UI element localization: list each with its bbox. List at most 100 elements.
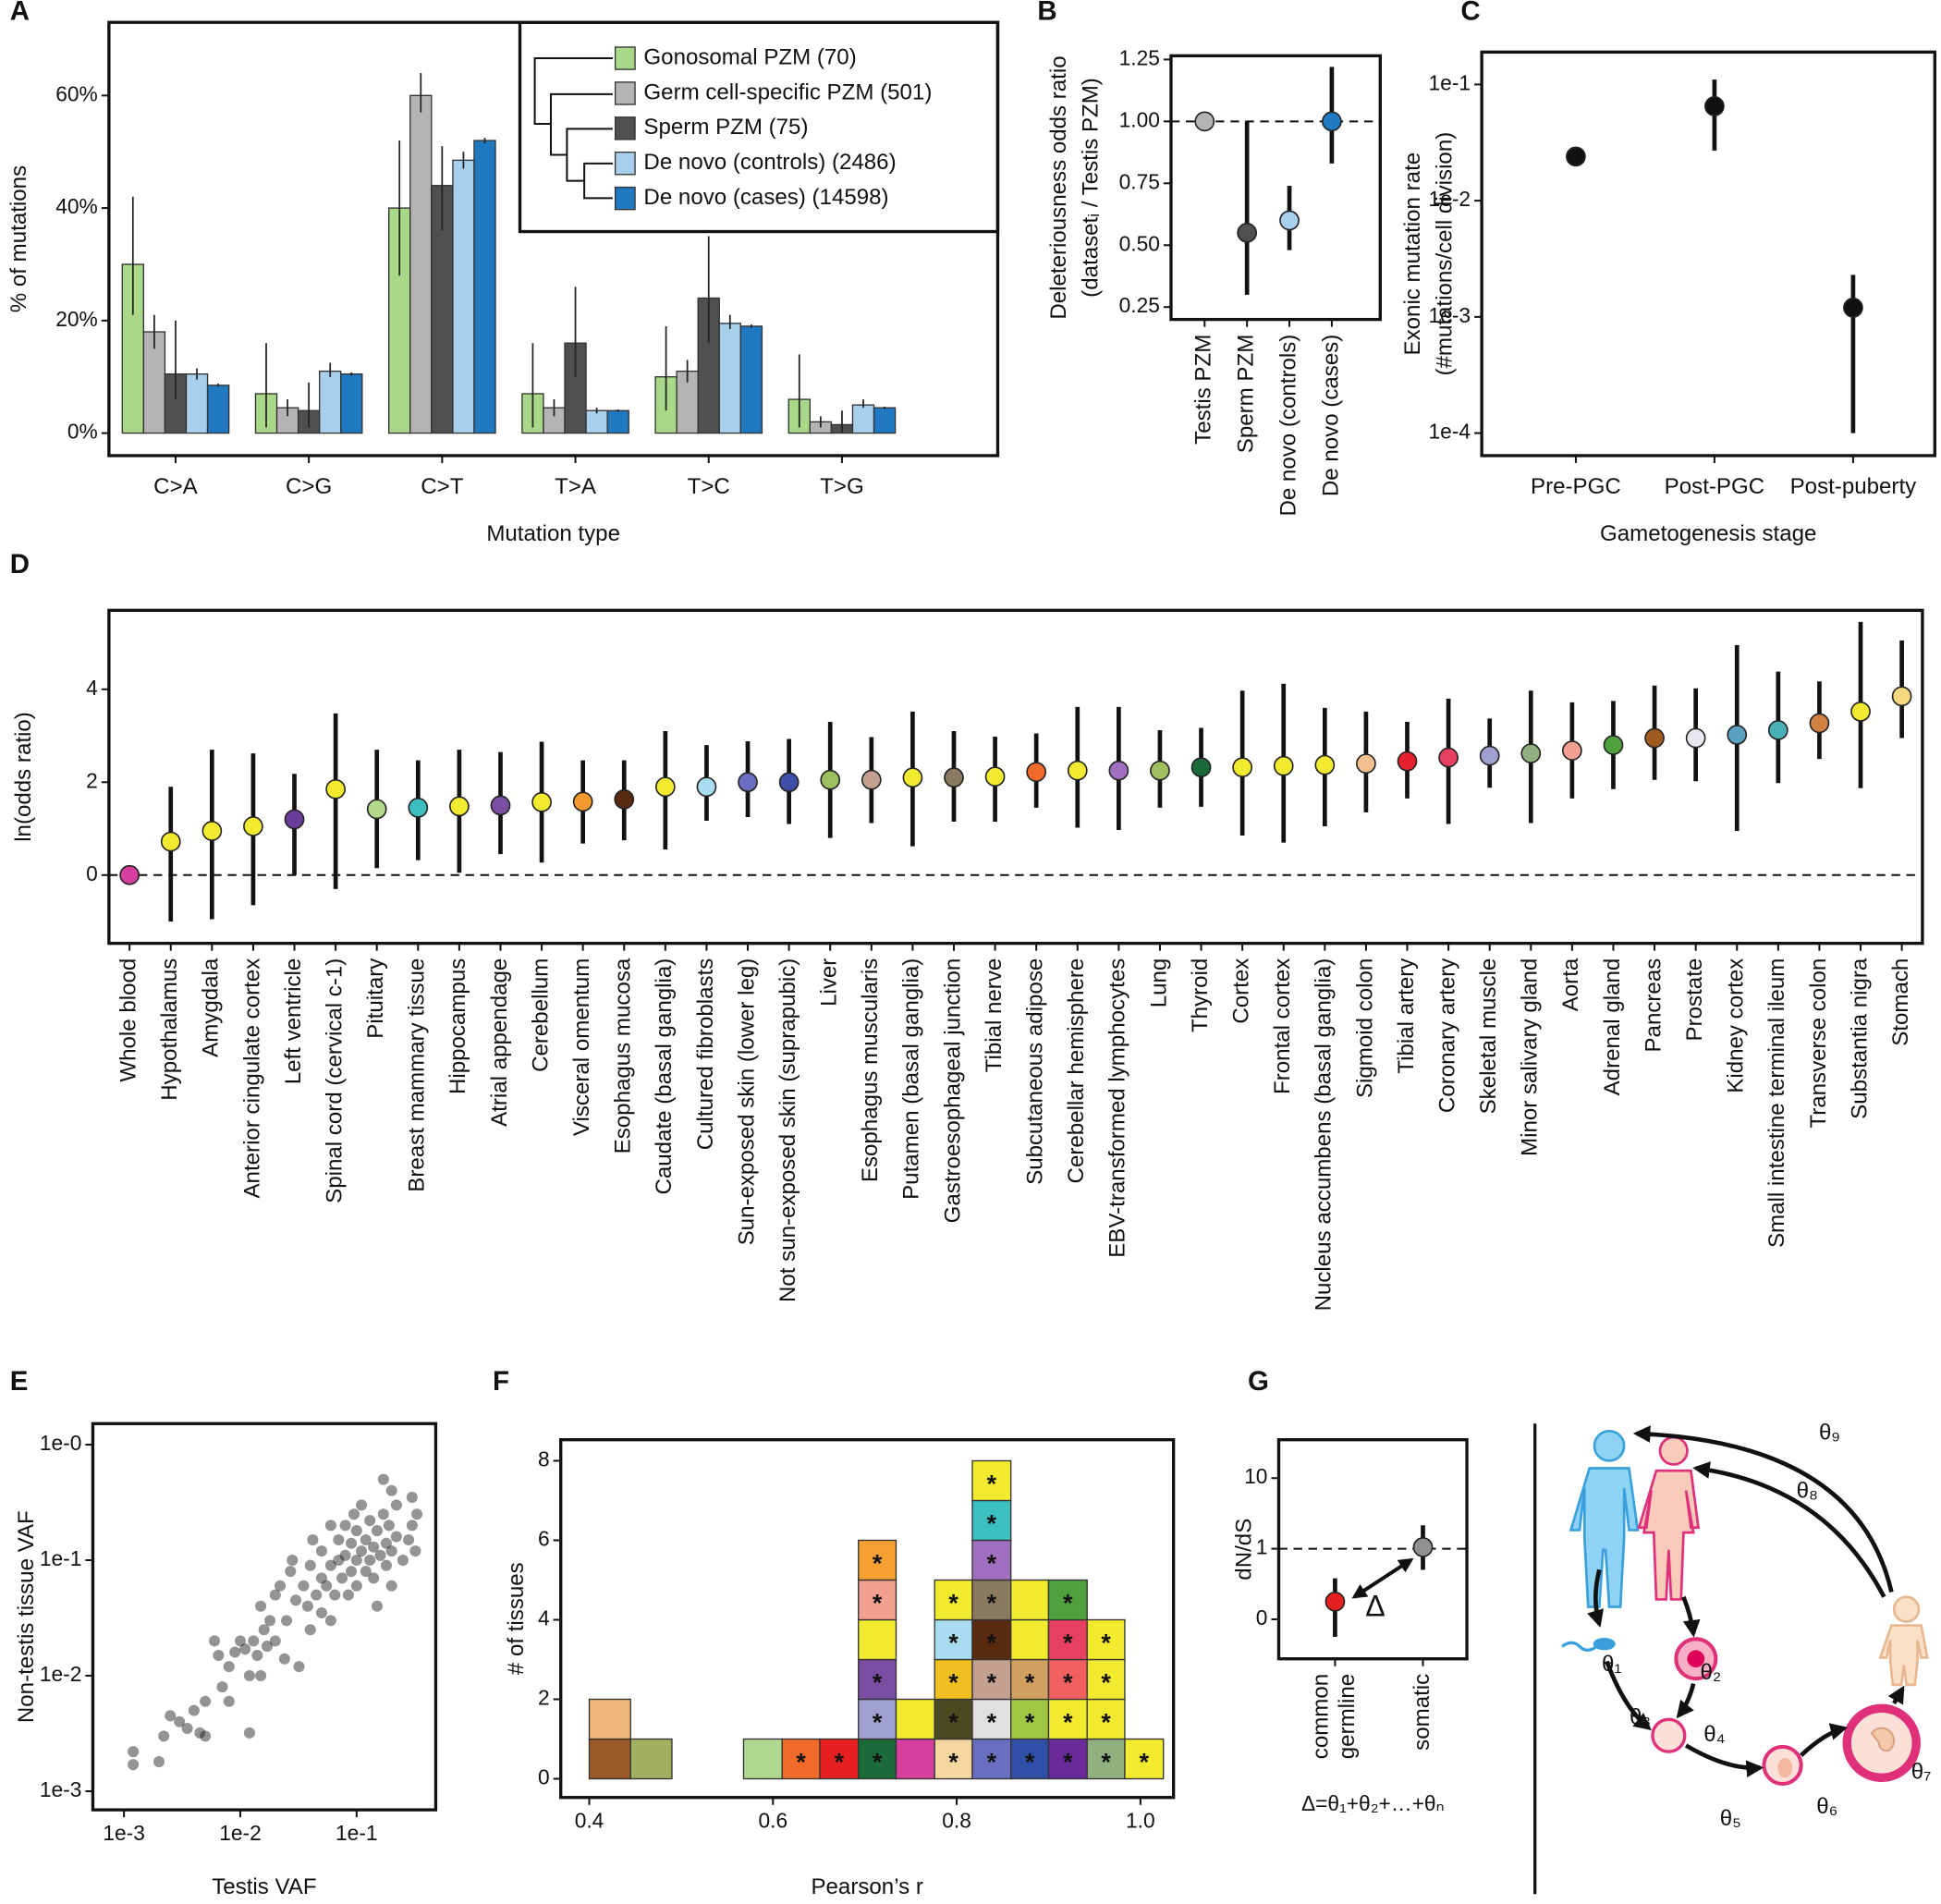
tile	[629, 1738, 673, 1780]
x-tick-label: Tibial nerve	[982, 958, 1007, 1073]
point	[213, 1649, 225, 1662]
point	[1891, 686, 1912, 707]
point	[181, 1722, 193, 1735]
point	[944, 767, 964, 788]
point	[355, 1499, 368, 1511]
point	[324, 1615, 336, 1627]
point	[377, 1473, 389, 1485]
annotation: Δ	[1365, 1589, 1385, 1622]
point	[153, 1756, 165, 1768]
x-tick-label: Spinal cord (cervical c-1)	[322, 958, 347, 1203]
point	[1809, 713, 1830, 734]
x-tick-label: Left ventricle	[281, 958, 306, 1085]
x-axis-label: Pearson’s r	[811, 1874, 922, 1899]
x-tick-label: 0.4	[575, 1809, 604, 1833]
x-tick-label: Frontal cortex	[1270, 958, 1295, 1094]
bar	[185, 373, 209, 434]
bar	[340, 373, 363, 434]
point	[360, 1566, 372, 1578]
point	[360, 1533, 372, 1546]
x-tick-label: Visceral omentum	[569, 958, 594, 1136]
panel-letter: A	[10, 0, 30, 26]
point	[374, 1549, 386, 1561]
point	[289, 1594, 302, 1606]
point	[315, 1606, 327, 1619]
point	[284, 809, 305, 830]
x-tick-label: Hypothalamus	[157, 958, 182, 1101]
point	[269, 1635, 281, 1647]
point	[160, 831, 181, 852]
theta-label: θ₂	[1701, 1660, 1722, 1685]
legend-swatch	[614, 116, 636, 140]
bar	[739, 325, 763, 434]
point	[209, 1635, 221, 1647]
tile	[934, 1658, 973, 1701]
y-tick-label: 0%	[67, 420, 98, 444]
x-tick-label: 1.0	[1126, 1809, 1155, 1833]
point	[285, 1566, 297, 1578]
x-tick-label: Pituitary	[363, 958, 388, 1039]
point	[311, 1589, 323, 1601]
dendrogram	[533, 57, 613, 200]
tile-label: *	[873, 1668, 883, 1696]
point	[1194, 111, 1215, 132]
legend-label: De novo (cases) (14598)	[643, 185, 888, 210]
panel-letter: D	[10, 549, 30, 580]
point	[1273, 755, 1294, 776]
point	[531, 792, 552, 812]
point	[364, 1515, 376, 1527]
plot-frame	[91, 1422, 438, 1812]
point	[366, 799, 387, 820]
theta-label: θ₉	[1819, 1420, 1840, 1445]
theta-label: θ₈	[1797, 1478, 1818, 1503]
point	[1850, 702, 1871, 722]
point	[614, 789, 635, 810]
tile-label: *	[873, 1549, 883, 1577]
tile	[971, 1579, 1012, 1621]
point	[1727, 725, 1748, 745]
x-tick-label: germline	[1335, 1674, 1360, 1759]
point	[261, 1641, 273, 1653]
tile	[858, 1539, 897, 1581]
x-tick-label: Not sun-exposed skin (suprapubic)	[775, 958, 800, 1302]
plot-frame	[1169, 54, 1382, 322]
tile	[971, 1499, 1012, 1542]
panel-letter: E	[10, 1366, 29, 1397]
tile-label: *	[987, 1629, 997, 1656]
point	[216, 1681, 228, 1693]
plot-frame	[107, 20, 1000, 458]
point	[243, 816, 263, 836]
point	[820, 769, 841, 790]
point	[269, 1589, 281, 1601]
point	[368, 1541, 380, 1553]
panel-letter: G	[1248, 1366, 1269, 1397]
point	[390, 1531, 402, 1543]
x-tick-label: 1e-2	[219, 1821, 262, 1845]
point	[324, 1520, 336, 1532]
y-tick-label: 40%	[55, 194, 98, 218]
tile	[1047, 1618, 1088, 1661]
y-axis-label: # of tissues	[504, 1562, 529, 1675]
tile-label: *	[1101, 1629, 1111, 1656]
legend-swatch	[614, 186, 636, 211]
tile	[1047, 1698, 1088, 1740]
x-tick-label: Esophagus mucosa	[611, 958, 636, 1153]
bar	[873, 407, 897, 434]
legend-swatch	[614, 46, 636, 70]
y-tick-label: 1e-3	[1429, 303, 1471, 327]
sperm	[1561, 1637, 1616, 1653]
tile	[858, 1658, 897, 1701]
legend-swatch	[614, 152, 636, 176]
point	[200, 1695, 212, 1707]
formula: Δ=θ₁+θ₂+…+θₙ	[1301, 1791, 1445, 1815]
y-tick-label: 4	[538, 1606, 550, 1630]
x-tick-label: 0.6	[758, 1809, 787, 1833]
x-tick-label: Subcutaneous adipose	[1023, 958, 1048, 1185]
tile-label: *	[1025, 1748, 1035, 1776]
point	[355, 1545, 368, 1557]
y-tick-label: 1e-2	[40, 1662, 82, 1686]
y-tick-label: 0.75	[1119, 169, 1160, 193]
x-tick-label: Liver	[817, 958, 842, 1007]
tile-label: *	[948, 1708, 958, 1736]
point	[1412, 1537, 1434, 1557]
